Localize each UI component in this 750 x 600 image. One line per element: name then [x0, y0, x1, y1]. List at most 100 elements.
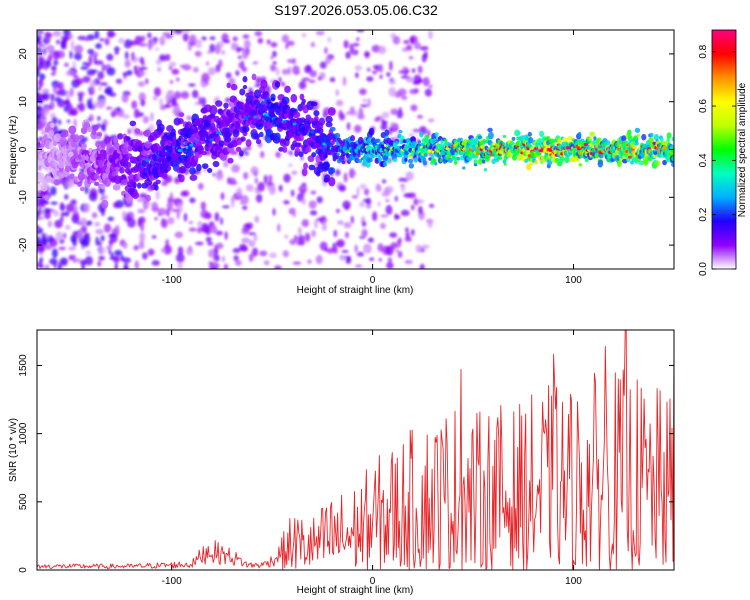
spectrogram-ridge-blob [502, 134, 507, 139]
spectrogram-ridge-blob [81, 143, 87, 150]
spectrogram-noise-blob [398, 70, 404, 74]
spectrogram-ridge-blob [534, 160, 539, 165]
spectrogram-noise-blob [40, 106, 50, 116]
spectrogram-noise-blob [292, 261, 302, 265]
spectrogram-ridge-blob [631, 158, 636, 163]
spectrogram-noise-blob [114, 46, 120, 53]
spectrogram-noise-blob [97, 260, 102, 267]
spectrogram-ridge-blob [48, 129, 55, 137]
colorbar-tick-label: 0.2 [698, 207, 709, 221]
spectrogram-ridge-blob [366, 157, 373, 163]
spectrogram-ridge-blob [112, 136, 119, 144]
spectrogram-ridge-peak [632, 146, 637, 150]
spectrogram-ridge-blob [40, 184, 48, 192]
spectrogram-noise-blob [104, 37, 110, 46]
snr-x-tick-label: 0 [370, 576, 376, 587]
spectrogram-ridge-blob [281, 96, 290, 105]
spectrogram-noise-blob [389, 60, 393, 71]
spectrogram-noise-blob [405, 44, 413, 51]
spectrogram-ridge-blob [242, 76, 248, 83]
spectrogram-noise-blob [85, 250, 92, 256]
spectrogram-noise-blob [100, 234, 105, 242]
spectrogram-ridge-blob [562, 137, 568, 143]
spectrogram-ridge-blob [578, 163, 583, 167]
spectrogram-noise-blob [408, 192, 416, 199]
spectrogram-noise-blob [182, 63, 191, 69]
spectrogram-ridge-blob [290, 93, 298, 103]
spectrogram-noise-blob [166, 208, 170, 217]
spectrogram-noise-blob [41, 94, 48, 100]
spectrogram-noise-blob [313, 219, 319, 229]
spectrogram-ridge-blob [143, 129, 152, 138]
spectrogram-ridge-blob [40, 143, 45, 148]
spectrogram-ridge-blob [277, 117, 284, 125]
spectrogram-noise-blob [165, 238, 170, 249]
spectrogram-noise-blob [147, 42, 153, 51]
spectrogram-noise-blob [417, 65, 423, 74]
spectrogram-noise-blob [198, 96, 202, 105]
spectrogram-noise-blob [266, 181, 274, 187]
spectrogram-noise-blob [168, 66, 173, 70]
spectrogram-noise-blob [37, 124, 44, 131]
spectrogram-ridge-blob [641, 133, 647, 141]
spectrogram-noise-blob [187, 45, 193, 51]
spectrogram-noise-blob [421, 244, 430, 249]
spectrogram-noise-blob [142, 115, 150, 124]
spectrogram-ridge-blob [597, 159, 604, 168]
spectrogram-noise-blob [324, 247, 329, 252]
spectrogram-ridge-blob [325, 115, 333, 124]
spectrogram-noise-blob [37, 230, 42, 235]
spectrogram-noise-blob [65, 70, 75, 76]
spectrogram-noise-blob [182, 32, 189, 42]
spectrogram-noise-blob [57, 262, 62, 269]
spectrogram-noise-blob [140, 99, 146, 107]
spectrogram-noise-blob [385, 198, 390, 203]
spectrogram-ridge-blob [235, 146, 242, 152]
spectrogram-noise-blob [343, 222, 352, 229]
spectrogram-ridge-blob [224, 136, 232, 143]
spectrogram-ridge-blob [434, 132, 439, 137]
spectrogram-ridge-blob [178, 174, 185, 183]
spectrogram-noise-blob [134, 108, 140, 119]
spectrogram-noise-blob [308, 79, 316, 83]
spectrogram-noise-blob [65, 180, 75, 188]
spectrogram-noise-blob [326, 247, 334, 254]
spectrogram-noise-blob [46, 44, 55, 53]
spectrogram-noise-blob [76, 103, 82, 109]
spectrogram-ridge-blob [248, 91, 254, 97]
spectrogram-noise-blob [141, 60, 145, 67]
spectrogram-noise-blob [106, 66, 116, 76]
spectrogram-noise-blob [345, 204, 349, 211]
spectrogram-noise-blob [82, 75, 91, 83]
spectrogram-noise-blob [270, 64, 277, 72]
spectrogram-ridge-blob [537, 138, 543, 144]
spectrogram-noise-blob [78, 93, 83, 103]
spectrogram-noise-blob [377, 201, 381, 207]
snr-x-label: Height of straight line (km) [297, 585, 414, 596]
spectrogram-ridge-blob [207, 168, 213, 174]
spectrogram-noise-blob [306, 64, 311, 71]
spectrogram-noise-blob [159, 36, 166, 46]
spectrogram-ridge-blob [456, 156, 461, 161]
spectrogram-ridge-blob [282, 145, 288, 153]
spectrogram-noise-blob [188, 83, 196, 87]
spectrogram-noise-blob [163, 104, 172, 108]
spectrogram-noise-blob [115, 78, 123, 84]
spectrogram-noise-blob [37, 30, 42, 38]
spectrogram-ridge-blob [653, 133, 660, 141]
spectrogram-noise-blob [248, 253, 254, 262]
spectrogram-ridge-blob [524, 158, 529, 163]
spectrogram-noise-blob [281, 81, 286, 87]
spectrogram-noise-blob [413, 41, 421, 50]
spectrogram-noise-blob [301, 219, 310, 228]
spectrogram-ridge-blob [515, 140, 521, 146]
spectrogram-noise-blob [354, 264, 363, 268]
spectrogram-ridge-blob [74, 134, 80, 140]
spectrogram-ridge-blob [240, 136, 246, 142]
colorbar-tick-label: 0.6 [698, 99, 709, 113]
spectrogram-noise-blob [398, 177, 406, 182]
spectrogram-noise-blob [282, 250, 290, 258]
spectrogram-ridge-blob [201, 163, 209, 169]
spectrogram-ridge-blob [232, 128, 240, 138]
spectrogram-ridge-blob [370, 154, 375, 159]
